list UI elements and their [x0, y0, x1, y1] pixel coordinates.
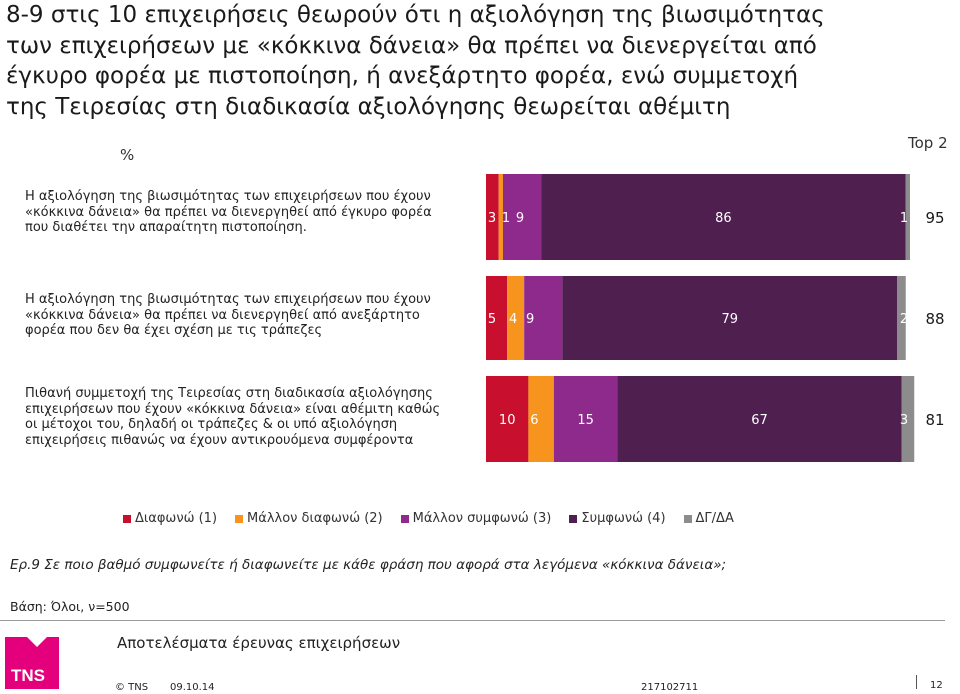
bar-segment — [498, 174, 503, 260]
bar-segment — [617, 376, 902, 462]
data-label: 86 — [715, 211, 732, 226]
legend-swatch — [569, 514, 578, 523]
bar-segment — [502, 174, 542, 260]
statement-line: που διαθέτει την απαραίτητη πιστοποίηση. — [25, 220, 307, 235]
footer-divider — [0, 620, 945, 621]
bar-segment — [524, 276, 563, 360]
unit-label: % — [120, 146, 135, 164]
copyright: © TNS — [115, 682, 149, 693]
logo-notch — [27, 637, 47, 647]
legend-swatch — [683, 514, 692, 523]
chart-legend: Διαφωνώ (1) Μάλλον διαφωνώ (2) Μάλλον συ… — [123, 511, 734, 526]
bar-segment — [897, 276, 906, 360]
bar-segment — [901, 376, 915, 462]
bar-segment — [562, 276, 898, 360]
statement-line: Πιθανή συμμετοχή της Τειρεσίας στη διαδι… — [25, 386, 433, 401]
data-label: 67 — [751, 413, 768, 428]
footer-date: 09.10.14 — [170, 682, 215, 693]
title-line: έγκυρο φορέα με πιστοποίηση, ή ανεξάρτητ… — [6, 63, 799, 89]
legend-item: Μάλλον συμφωνώ (3) — [400, 511, 552, 526]
bar-segment — [528, 376, 554, 462]
slide-title: 8-9 στις 10 επιχειρήσεις θεωρούν ότι η α… — [6, 0, 956, 122]
statement-line: επιχειρήσεις πιθανώς να έχουν αντικρουόμ… — [25, 432, 414, 448]
title-line: των επιχειρήσεων με «κόκκινα δάνεια» θα … — [6, 32, 817, 59]
top2-value: 81 — [925, 411, 944, 429]
bar-segment — [541, 174, 906, 260]
data-label: 3 — [900, 413, 908, 428]
data-label: 15 — [577, 413, 594, 428]
survey-question: Ερ.9 Σε ποιο βαθμό συμφωνείτε ή διαφωνεί… — [10, 557, 727, 573]
legend-label: ΔΓ/ΔΑ — [695, 511, 734, 526]
legend-label: Μάλλον διαφωνώ (2) — [247, 511, 383, 526]
legend-item: Μάλλον διαφωνώ (2) — [235, 511, 383, 526]
statement-1-label: Η αξιολόγηση της βιωσιμότητας των επιχει… — [25, 189, 432, 236]
sample-base: Βάση: Όλοι, ν=500 — [10, 599, 130, 614]
top2-header: Top 2 — [908, 134, 948, 152]
data-label: 10 — [499, 413, 516, 428]
statement-2-label: Η αξιολόγηση της βιωσιμότητας των επιχει… — [25, 292, 431, 339]
bar-segment — [486, 276, 508, 360]
tns-logo: TNS — [5, 637, 59, 689]
statement-3-label: Πιθανή συμμετοχή της Τειρεσίας στη διαδι… — [25, 386, 440, 448]
data-label: 1 — [900, 211, 908, 226]
statement-line: «κόκκινα δάνεια» θα πρέπει να διενεργηθε… — [25, 307, 420, 323]
legend-label: Μάλλον συμφωνώ (3) — [412, 511, 552, 526]
bar-segment — [905, 174, 910, 260]
data-label: 9 — [516, 211, 524, 226]
title-line: 8-9 στις 10 επιχειρήσεις θεωρούν ότι η α… — [6, 2, 825, 28]
legend-item: Συμφωνώ (4) — [569, 511, 666, 526]
legend-swatch — [123, 514, 131, 523]
logo-text: TNS — [11, 666, 45, 685]
legend-label: Συμφωνώ (4) — [581, 511, 666, 526]
legend-item: ΔΓ/ΔΑ — [683, 511, 734, 526]
data-label: 6 — [530, 413, 538, 428]
page-number: 12 — [930, 680, 943, 691]
title-line: της Τειρεσίας στη διαδικασία αξιολόγησης… — [6, 93, 731, 120]
bar-segment — [486, 174, 499, 260]
bar-segment — [553, 376, 618, 462]
statement-line: οι μέτοχοι του, δηλαδή οι τράπεζες & οι … — [25, 417, 398, 432]
top2-value: 95 — [925, 209, 944, 227]
legend-label: Διαφωνώ (1) — [135, 511, 218, 526]
statement-line: Η αξιολόγηση της βιωσιμότητας των επιχει… — [25, 189, 431, 204]
bar-segment — [507, 276, 525, 360]
job-number: 217102711 — [641, 682, 699, 693]
data-label: 4 — [509, 312, 517, 327]
legend-item: Διαφωνώ (1) — [123, 511, 217, 526]
data-label: 2 — [900, 312, 908, 327]
data-label: 79 — [722, 312, 739, 327]
data-label: 9 — [526, 312, 534, 327]
bar-segment — [486, 376, 529, 462]
statement-line: «κόκκινα δάνεια» θα πρέπει να διενεργηθε… — [25, 204, 432, 220]
data-label: 5 — [488, 312, 496, 327]
page-divider — [916, 675, 917, 689]
statement-line: φορέα που δεν θα έχει σχέση με τις τράπε… — [25, 323, 323, 338]
data-label: 1 — [502, 211, 510, 226]
legend-swatch — [400, 514, 409, 523]
statement-line: επιχειρήσεων που έχουν «κόκκινα δάνεια» … — [25, 401, 441, 417]
statement-line: Η αξιολόγηση της βιωσιμότητας των επιχει… — [25, 292, 431, 307]
data-label: 3 — [488, 211, 496, 226]
survey-title: Αποτελέσματα έρευνας επιχειρήσεων — [117, 634, 401, 652]
top2-value: 88 — [925, 310, 944, 328]
legend-swatch — [235, 514, 244, 523]
